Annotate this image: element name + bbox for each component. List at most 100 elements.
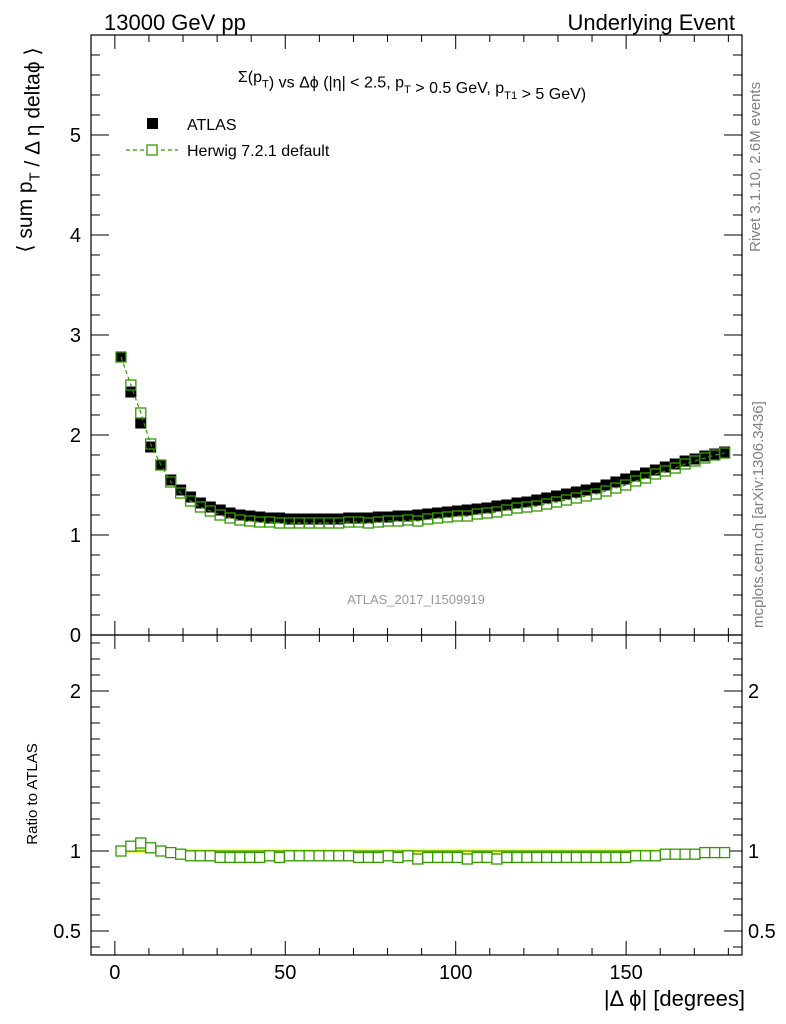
ratio-herwig-point — [343, 850, 355, 862]
ratio-herwig-point — [135, 837, 147, 849]
atlas-data-point — [600, 479, 612, 491]
ratio-herwig-point — [144, 842, 157, 854]
atlas-data-point — [135, 417, 147, 429]
ratio-herwig-point — [313, 850, 325, 862]
ratio-herwig-point — [501, 851, 513, 864]
main-y-axis-label: ⟨ sum pT / Δ η deltaϕ ⟩ — [14, 47, 44, 252]
herwig-data-point — [125, 379, 137, 391]
atlas-data-point — [649, 464, 661, 476]
ratio-herwig-point — [293, 850, 305, 862]
header-right: Underlying Event — [567, 10, 735, 35]
atlas-data-point — [699, 450, 711, 462]
ratio-herwig-point — [481, 851, 493, 864]
ratio-herwig-point — [352, 851, 365, 864]
ratio-herwig-point — [451, 851, 464, 864]
herwig-data-point — [174, 487, 187, 499]
ratio-herwig-point — [283, 850, 296, 862]
atlas-data-point — [185, 491, 197, 503]
ratio-plot-frame — [90, 634, 743, 956]
header-left: 13000 GeV pp — [104, 10, 246, 35]
ratio-herwig-point — [303, 850, 315, 862]
ratio-y-tick-label-right: 1 — [748, 841, 759, 863]
ratio-herwig-point — [689, 848, 701, 860]
ratio-herwig-point — [382, 850, 394, 862]
main-y-tick-label: 2 — [70, 425, 81, 447]
ratio-herwig-point — [679, 848, 691, 860]
ratio-herwig-point — [165, 846, 177, 859]
atlas-data-point — [323, 513, 335, 525]
ratio-herwig-point — [521, 851, 533, 864]
ratio-herwig-point — [699, 846, 711, 859]
ratio-y-tick-label: 1 — [70, 841, 81, 863]
atlas-data-point — [610, 476, 622, 488]
main-plot-title: Σ(pT) vs Δϕ (|η| < 2.5, pT > 0.5 GeV, pT… — [238, 69, 586, 103]
ratio-herwig-point — [155, 845, 167, 857]
ratio-herwig-point — [531, 851, 543, 864]
ratio-herwig-point — [125, 840, 137, 852]
main-y-tick-label: 1 — [70, 525, 81, 547]
ratio-herwig-point — [362, 851, 375, 864]
ratio-herwig-point — [669, 848, 681, 860]
atlas-data-point — [531, 494, 543, 506]
atlas-data-point — [689, 453, 701, 465]
ratio-herwig-point — [174, 848, 187, 860]
ratio-herwig-point — [491, 853, 503, 865]
herwig-data-point — [165, 476, 177, 488]
ratio-herwig-point — [224, 851, 236, 864]
ratio-herwig-point — [610, 851, 622, 864]
ratio-herwig-point — [590, 851, 602, 864]
herwig-data-point — [155, 459, 167, 471]
ratio-herwig-point — [263, 850, 276, 862]
atlas-data-point — [560, 488, 572, 500]
ratio-herwig-point — [115, 845, 127, 857]
rivet-version-label: Rivet 3.1.10, 2.6M events — [747, 82, 764, 252]
ratio-herwig-point — [214, 851, 226, 864]
ratio-herwig-point — [550, 851, 563, 864]
atlas-data-point — [333, 513, 345, 525]
ratio-herwig-point — [244, 851, 256, 864]
atlas-data-point — [679, 455, 691, 467]
herwig-data-point — [184, 495, 197, 507]
atlas-data-point — [194, 497, 206, 509]
x-tick-label: 50 — [274, 962, 296, 984]
ratio-y-axis-label: Ratio to ATLAS — [24, 743, 41, 844]
ratio-herwig-point — [333, 850, 345, 862]
x-axis-label: |Δ ϕ| [degrees] — [604, 986, 745, 1011]
mcplots-label: mcplots.cern.ch [arXiv:1306.3436] — [750, 401, 767, 628]
atlas-data-point — [313, 513, 325, 525]
atlas-data-point — [204, 501, 216, 513]
atlas-data-point — [264, 512, 276, 524]
ratio-herwig-point — [234, 851, 246, 864]
atlas-data-point — [283, 513, 295, 525]
atlas-data-point — [353, 512, 365, 524]
ratio-herwig-point — [541, 851, 553, 864]
legend-herwig-marker — [146, 144, 158, 156]
ratio-y-tick-label-right: 2 — [748, 681, 759, 703]
main-y-tick-label: 5 — [70, 125, 81, 147]
ratio-herwig-point — [580, 851, 592, 864]
atlas-data-point — [669, 458, 681, 470]
ratio-herwig-point — [659, 848, 671, 860]
ratio-herwig-point — [600, 851, 612, 864]
ratio-herwig-point — [620, 851, 632, 864]
herwig-data-point — [144, 438, 157, 450]
ratio-herwig-point — [639, 850, 652, 862]
ratio-herwig-point — [392, 851, 404, 864]
ratio-herwig-point — [431, 851, 444, 864]
herwig-data-point — [115, 351, 127, 363]
atlas-data-point — [719, 446, 731, 458]
atlas-data-point — [382, 511, 394, 523]
ratio-herwig-point — [254, 851, 266, 864]
ratio-herwig-point — [422, 851, 434, 864]
ratio-herwig-point — [194, 850, 207, 862]
ratio-herwig-point — [402, 850, 414, 862]
ratio-herwig-point — [649, 850, 662, 862]
ratio-herwig-point — [441, 851, 454, 864]
atlas-data-point — [570, 486, 582, 498]
analysis-watermark: ATLAS_2017_I1509919 — [347, 592, 485, 607]
ratio-herwig-point — [372, 851, 384, 864]
atlas-data-point — [620, 473, 632, 485]
ratio-herwig-point — [184, 850, 197, 862]
atlas-data-point — [145, 441, 157, 453]
ratio-y-tick-label: 0.5 — [53, 921, 81, 943]
